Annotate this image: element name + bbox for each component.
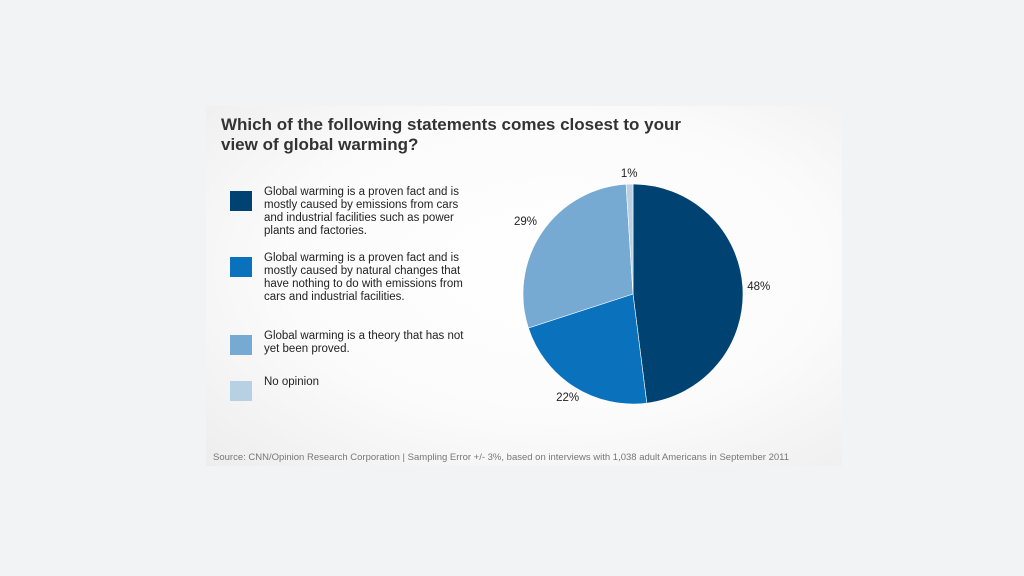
label-theory: 29% [514, 216, 537, 228]
label-proven-natural: 22% [556, 392, 579, 404]
legend-label-theory: Global warming is a theory that has not … [264, 330, 464, 355]
legend-label-proven-man-made: Global warming is a proven fact and is m… [264, 186, 459, 237]
label-no-opinion: 1% [621, 168, 638, 180]
legend-swatch-proven-natural [230, 257, 252, 277]
chart-title: Which of the following statements comes … [221, 115, 682, 154]
slice-theory [522, 183, 634, 329]
slice-proven-natural [528, 293, 648, 405]
source-note: Source: CNN/Opinion Research Corporation… [213, 452, 790, 463]
legend-swatch-theory [230, 335, 252, 355]
slice-no-opinion [625, 183, 634, 295]
legend-label-proven-natural: Global warming is a proven fact and is m… [264, 252, 463, 303]
legend-label-no-opinion: No opinion [264, 376, 319, 388]
legend-swatch-no-opinion [230, 381, 252, 401]
legend-swatch-proven-man-made [230, 191, 252, 211]
label-proven-man-made: 48% [747, 281, 770, 293]
slice-proven-man-made [632, 183, 744, 404]
